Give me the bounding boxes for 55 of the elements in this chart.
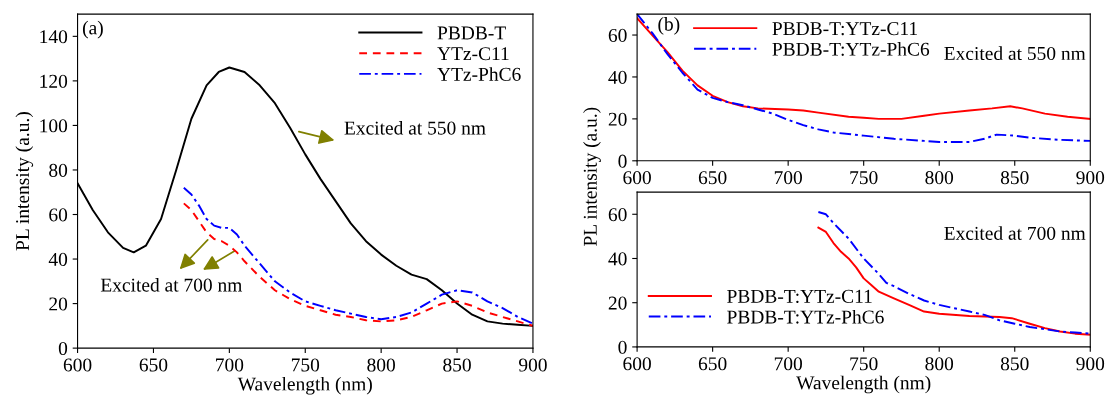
x-tick-label: 650 bbox=[698, 357, 727, 371]
x-tick-label: 600 bbox=[63, 358, 92, 372]
y-tick-label: 140 bbox=[40, 30, 68, 44]
chart-title: (a) bbox=[82, 20, 103, 39]
y-axis-title: PL intensity (a.u.) bbox=[15, 112, 34, 251]
y-tick-label: 60 bbox=[608, 28, 627, 42]
x-tick-label: 600 bbox=[623, 171, 651, 185]
annotation: Excited at 550 nm bbox=[344, 120, 486, 135]
x-tick-label: 900 bbox=[518, 358, 547, 372]
x-tick-label: 650 bbox=[139, 358, 168, 372]
y-tick-label: 60 bbox=[49, 208, 68, 222]
y-tick-label: 20 bbox=[49, 297, 68, 311]
x-tick-label: 700 bbox=[774, 171, 802, 185]
y-tick-label: 40 bbox=[608, 252, 627, 266]
y-tick-label: 60 bbox=[608, 208, 627, 222]
x-tick-label: 850 bbox=[443, 358, 471, 372]
y-tick-label: 100 bbox=[40, 119, 68, 133]
y-tick-label: 40 bbox=[608, 70, 627, 84]
x-tick-label: 750 bbox=[850, 357, 878, 371]
x-tick-label: 800 bbox=[925, 357, 954, 371]
legend-label: PBDB-T:YTz-PhC6 bbox=[727, 309, 884, 324]
legend-label: YTz-C11 bbox=[437, 47, 509, 61]
x-tick-label: 800 bbox=[925, 171, 954, 185]
x-tick-label: 800 bbox=[367, 358, 395, 372]
y-tick-label: 0 bbox=[618, 154, 627, 168]
x-tick-label: 750 bbox=[850, 171, 878, 185]
y-tick-label: 80 bbox=[49, 163, 68, 177]
x-tick-label: 850 bbox=[1000, 171, 1029, 185]
x-tick-label: 900 bbox=[1076, 171, 1105, 185]
y-tick-label: 0 bbox=[618, 340, 627, 354]
y-tick-label: 20 bbox=[608, 112, 627, 126]
legend-label: PBDB-T:YTz-C11 bbox=[727, 289, 872, 303]
annotation: Excited at 700 nm bbox=[100, 277, 243, 292]
chart-title: (b) bbox=[658, 17, 680, 35]
y-tick-label: 120 bbox=[40, 74, 68, 88]
y-tick-label: 20 bbox=[608, 296, 627, 310]
x-tick-label: 700 bbox=[774, 357, 802, 371]
x-axis-title: Wavelength (nm) bbox=[237, 376, 372, 395]
x-tick-label: 900 bbox=[1076, 357, 1105, 371]
x-tick-label: 700 bbox=[216, 358, 244, 372]
y-axis-title: PL intensity (a.u.) bbox=[583, 107, 601, 246]
y-tick-label: 0 bbox=[58, 341, 68, 356]
x-tick-label: 650 bbox=[698, 171, 727, 185]
annotation: Excited at 700 nm bbox=[944, 226, 1086, 240]
legend-label: PBDB-T bbox=[437, 26, 506, 40]
x-tick-label: 600 bbox=[623, 357, 651, 371]
annotation: Excited at 550 nm bbox=[944, 46, 1086, 61]
legend-label: YTz-PhC6 bbox=[437, 67, 521, 81]
x-tick-label: 750 bbox=[291, 358, 320, 372]
legend-label: PBDB-T:YTz-PhC6 bbox=[772, 42, 930, 56]
y-tick-label: 40 bbox=[48, 252, 68, 266]
x-tick-label: 850 bbox=[1000, 357, 1029, 371]
x-axis-title: Wavelength (nm) bbox=[796, 375, 931, 394]
line-series bbox=[637, 17, 1091, 120]
legend-label: PBDB-T:YTz-C11 bbox=[772, 22, 917, 36]
